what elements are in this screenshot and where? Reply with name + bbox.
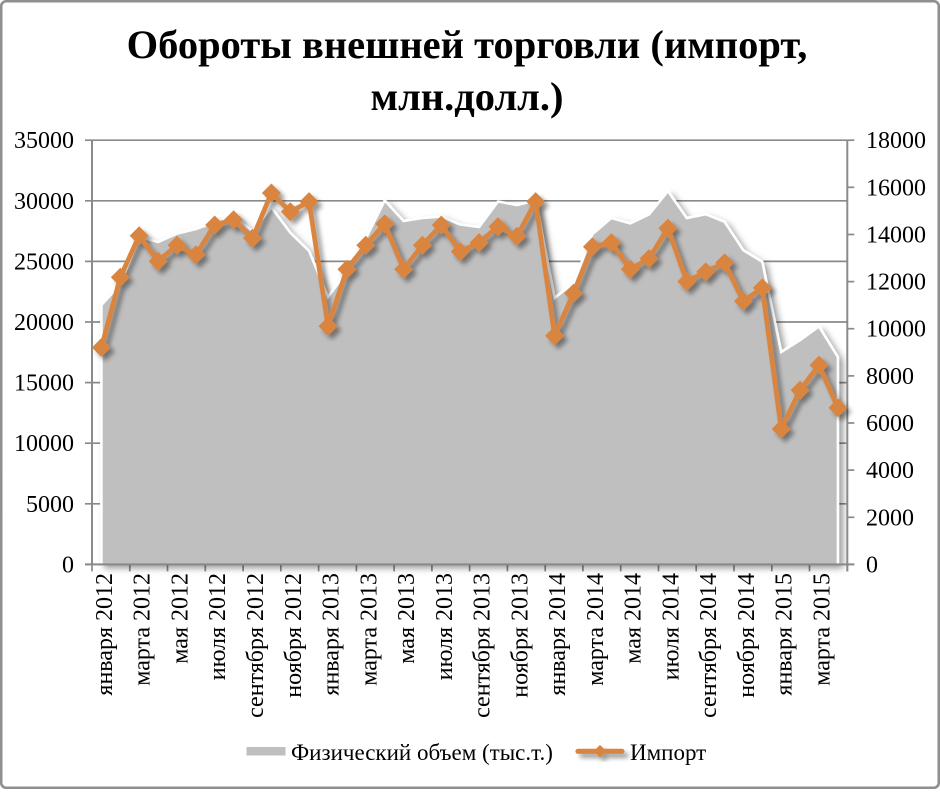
svg-text:марта 2012: марта 2012 bbox=[130, 573, 156, 686]
svg-text:12000: 12000 bbox=[866, 270, 926, 296]
svg-text:июля 2014: июля 2014 bbox=[658, 573, 684, 680]
svg-text:января 2015: января 2015 bbox=[772, 573, 798, 696]
svg-text:млн.долл.): млн.долл.) bbox=[370, 74, 563, 119]
svg-text:марта 2013: марта 2013 bbox=[356, 573, 382, 686]
svg-text:сентября 2014: сентября 2014 bbox=[696, 573, 722, 718]
svg-text:мая 2012: мая 2012 bbox=[168, 573, 194, 664]
svg-text:сентября 2013: сентября 2013 bbox=[470, 573, 496, 718]
svg-text:Физический объем (тыс.т.): Физический объем (тыс.т.) bbox=[291, 740, 553, 765]
svg-text:0: 0 bbox=[866, 552, 878, 578]
svg-text:сентября 2012: сентября 2012 bbox=[243, 573, 269, 718]
svg-text:5000: 5000 bbox=[26, 492, 74, 518]
svg-text:16000: 16000 bbox=[866, 175, 926, 201]
svg-text:Обороты внешней торговли (импо: Обороты внешней торговли (импорт, bbox=[127, 22, 808, 67]
svg-text:6000: 6000 bbox=[866, 411, 914, 437]
svg-text:мая 2013: мая 2013 bbox=[394, 573, 420, 664]
svg-text:0: 0 bbox=[62, 552, 74, 578]
svg-text:ноября 2012: ноября 2012 bbox=[281, 573, 307, 698]
svg-text:мая 2014: мая 2014 bbox=[621, 573, 647, 664]
svg-text:марта 2015: марта 2015 bbox=[810, 573, 836, 686]
svg-text:10000: 10000 bbox=[14, 431, 74, 457]
svg-text:35000: 35000 bbox=[14, 128, 74, 154]
svg-text:марта 2014: марта 2014 bbox=[583, 573, 609, 686]
svg-text:14000: 14000 bbox=[866, 223, 926, 249]
svg-text:2000: 2000 bbox=[866, 505, 914, 531]
svg-text:Импорт: Импорт bbox=[630, 740, 706, 765]
svg-text:января 2013: января 2013 bbox=[319, 573, 345, 696]
svg-text:января 2012: января 2012 bbox=[92, 573, 118, 696]
svg-text:25000: 25000 bbox=[14, 249, 74, 275]
svg-text:10000: 10000 bbox=[866, 317, 926, 343]
svg-text:ноября 2013: ноября 2013 bbox=[507, 573, 533, 698]
svg-text:18000: 18000 bbox=[866, 128, 926, 154]
svg-text:20000: 20000 bbox=[14, 310, 74, 336]
svg-text:30000: 30000 bbox=[14, 189, 74, 215]
svg-text:июля 2012: июля 2012 bbox=[205, 573, 231, 680]
svg-text:ноября 2014: ноября 2014 bbox=[734, 573, 760, 698]
svg-text:8000: 8000 bbox=[866, 364, 914, 390]
svg-text:июля 2013: июля 2013 bbox=[432, 573, 458, 680]
svg-text:января 2014: января 2014 bbox=[545, 573, 571, 696]
svg-text:15000: 15000 bbox=[14, 371, 74, 397]
svg-text:4000: 4000 bbox=[866, 458, 914, 484]
